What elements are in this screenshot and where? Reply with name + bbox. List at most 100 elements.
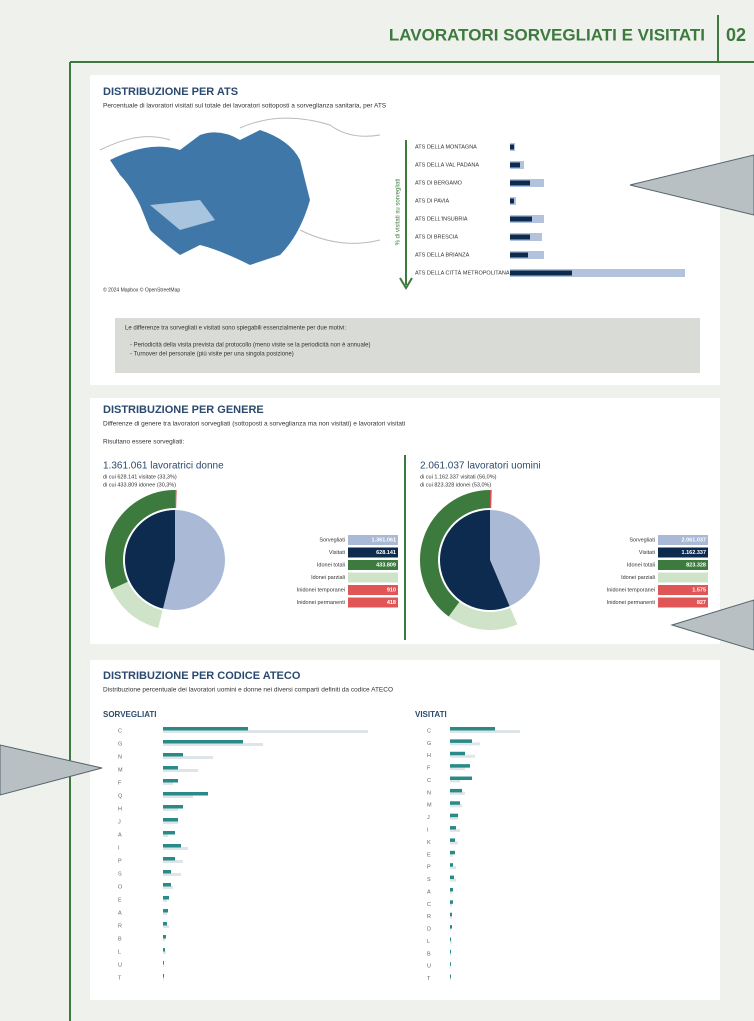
map-region xyxy=(110,130,310,265)
legend-box xyxy=(348,560,398,570)
category-label: ATS DELLA BRIANZA xyxy=(415,252,470,258)
section-title: DISTRIBUZIONE PER CODICE ATECO xyxy=(103,670,301,682)
ring-inidonei-perm xyxy=(175,490,177,509)
category-label: J xyxy=(118,819,121,825)
note-intro: Le differenze tra sorvegliati e visitati… xyxy=(125,326,346,332)
legend-value: 827 xyxy=(697,600,706,606)
legend-box xyxy=(658,535,708,545)
panel-title: VISITATI xyxy=(415,710,447,719)
category-label: ATS DELLA CITTÀ METROPOLITANA DI MILANO xyxy=(415,269,540,276)
category-label: ATS DI BRESCIA xyxy=(415,234,458,240)
bar-donne xyxy=(163,782,173,785)
legend-value: 433.809 xyxy=(376,562,396,568)
category-label: N xyxy=(118,754,122,760)
category-label: O xyxy=(118,884,123,890)
category-label: I xyxy=(118,845,120,851)
category-label: P xyxy=(118,858,122,864)
subtitle: Differenze di genere tra lavoratori sorv… xyxy=(103,421,405,428)
category-label: ATS DI PAVIA xyxy=(415,198,450,204)
category-label: H xyxy=(118,806,122,812)
bar-donne xyxy=(450,952,451,956)
legend-label: Visitati xyxy=(639,550,655,556)
bar-donne xyxy=(163,756,213,759)
category-label: C xyxy=(427,728,431,734)
bar-uomini xyxy=(163,805,183,809)
bar-uomini xyxy=(450,912,452,917)
intro: Risultano essere sorvegliati: xyxy=(103,439,184,446)
note-item: - Turnover del personale (più visite per… xyxy=(130,352,294,358)
map-border xyxy=(99,117,381,244)
bar-uomini xyxy=(450,887,453,892)
bar-visitati xyxy=(510,198,514,204)
bar-uomini xyxy=(163,909,168,913)
category-label: U xyxy=(427,964,431,970)
bar-visitati xyxy=(510,180,530,186)
category-label: Q xyxy=(118,793,123,799)
legend-label: Idonei totali xyxy=(627,562,655,568)
legend-label: Visitati xyxy=(329,550,345,556)
legend-label: Idonei parziali xyxy=(621,575,655,581)
category-label: ATS DELLA MONTAGNA xyxy=(415,144,477,150)
subtitle: Distribuzione percentuale dei lavoratori… xyxy=(103,687,393,694)
category-label: D xyxy=(427,927,431,933)
category-label: A xyxy=(118,832,122,838)
bar-uomini xyxy=(450,788,462,793)
bar-donne xyxy=(450,816,458,820)
category-label: R xyxy=(427,914,431,920)
legend-box xyxy=(658,547,708,558)
category-label: F xyxy=(118,780,122,786)
category-label: L xyxy=(427,939,430,945)
bar-uomini xyxy=(450,974,451,979)
bar-uomini xyxy=(163,870,171,874)
category-label: C xyxy=(118,728,122,734)
legend-value: 628.141 xyxy=(376,550,396,556)
bar-visitati xyxy=(510,144,514,150)
bar-donne xyxy=(163,886,173,889)
bar-sorvegliati xyxy=(510,269,685,277)
bar-donne xyxy=(450,965,451,969)
legend-value: 823.328 xyxy=(686,562,706,568)
bar-uomini xyxy=(450,838,455,842)
bar-donne xyxy=(450,928,451,932)
bar-visitati xyxy=(510,252,528,258)
bar-donne xyxy=(163,730,368,733)
category-label: B xyxy=(118,936,122,942)
category-label: C xyxy=(427,902,431,908)
legend-box xyxy=(658,585,708,595)
legend-box xyxy=(348,535,398,545)
bar-donne xyxy=(450,903,452,907)
bar-donne xyxy=(450,804,462,808)
legend-label: Inidonei permanenti xyxy=(297,600,345,606)
ring-inidonei-perm xyxy=(490,490,492,509)
bar-visitati xyxy=(510,162,520,168)
bar-uomini xyxy=(450,727,495,731)
bar-donne xyxy=(163,938,165,941)
bar-uomini xyxy=(450,875,454,880)
bar-donne xyxy=(163,951,166,954)
bar-uomini xyxy=(450,937,451,941)
bar-uomini xyxy=(163,779,178,783)
card xyxy=(90,660,720,1000)
bar-donne xyxy=(163,821,178,824)
bar-uomini xyxy=(450,813,458,818)
legend-box xyxy=(348,572,398,583)
bar-uomini xyxy=(163,922,167,926)
bar-uomini xyxy=(163,753,183,757)
bar-uomini xyxy=(450,826,456,830)
bar-donne xyxy=(450,940,452,944)
callout-arrow xyxy=(0,744,103,796)
bar-uomini xyxy=(163,935,166,939)
panel-title: SORVEGLIATI xyxy=(103,710,157,719)
bar-donne xyxy=(450,841,458,845)
bar-donne xyxy=(450,791,465,795)
category-label: L xyxy=(118,949,121,955)
category-label: J xyxy=(427,815,430,821)
legend-value: 418 xyxy=(387,600,396,606)
bar-visitati xyxy=(510,270,572,276)
legend-label: Idonei totali xyxy=(317,562,345,568)
bar-donne xyxy=(450,754,475,758)
bar-donne xyxy=(450,730,520,733)
category-label: K xyxy=(427,840,431,846)
bar-uomini xyxy=(163,818,178,822)
category-label: E xyxy=(118,897,122,903)
